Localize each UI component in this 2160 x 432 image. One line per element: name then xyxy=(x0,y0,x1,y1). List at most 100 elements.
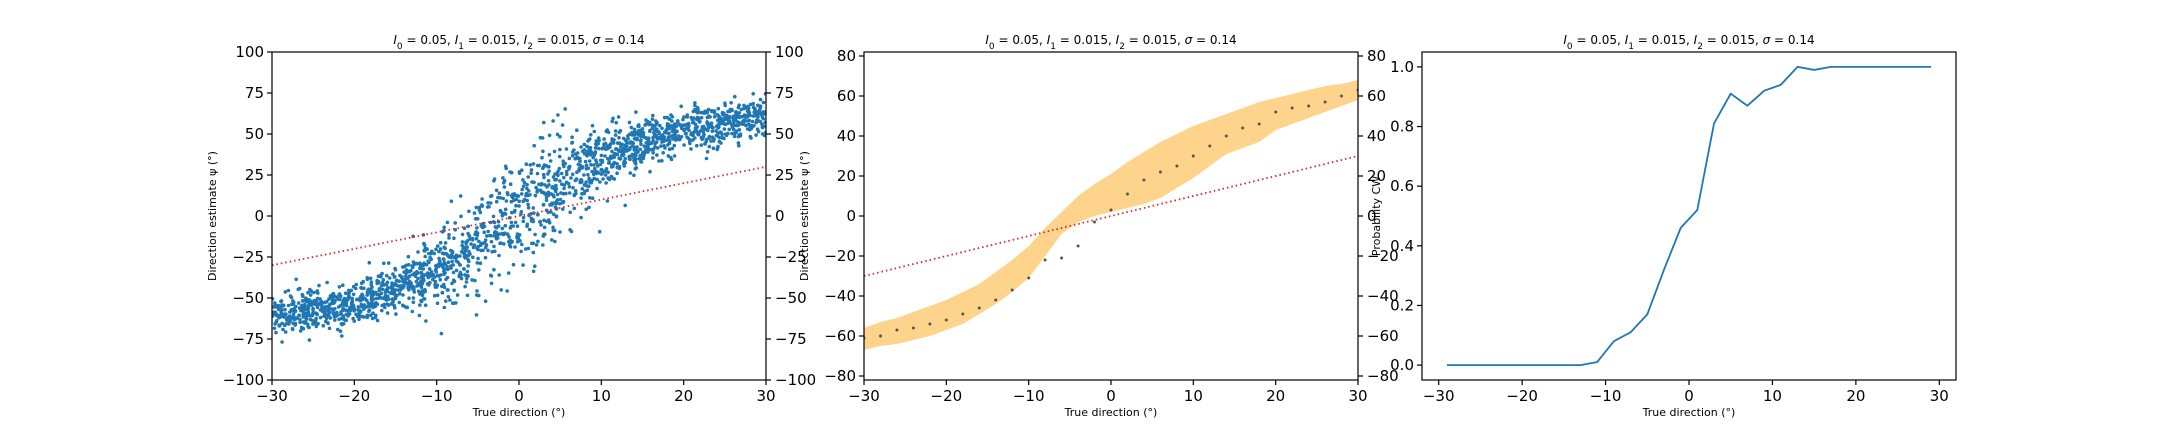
scatter-point xyxy=(486,229,491,234)
scatter-point xyxy=(610,119,614,124)
scatter-point xyxy=(558,197,563,202)
y-axis-label: Direction estimate ψ (°) xyxy=(206,151,219,281)
scatter-point xyxy=(399,285,404,290)
scatter-point xyxy=(311,312,315,316)
scatter-point xyxy=(705,115,710,120)
y-tick-label: 1.0 xyxy=(1390,58,1414,76)
scatter-point xyxy=(570,135,574,139)
scatter-point xyxy=(305,322,310,327)
scatter-point xyxy=(723,122,728,127)
scatter-point xyxy=(639,142,643,147)
scatter-point xyxy=(608,154,613,159)
scatter-point xyxy=(518,239,522,243)
y-tick-label: 50 xyxy=(245,125,264,143)
scatter-point xyxy=(637,156,642,161)
scatter-point xyxy=(699,128,703,132)
scatter-point xyxy=(712,109,717,113)
scatter-point xyxy=(525,198,529,203)
scatter-point xyxy=(736,123,740,128)
scatter-point xyxy=(338,294,343,299)
scatter-point xyxy=(362,315,366,319)
scatter-point xyxy=(672,143,677,148)
scatter-point xyxy=(433,279,438,284)
scatter-point xyxy=(594,160,599,165)
scatter-point xyxy=(592,163,596,167)
scatter-point xyxy=(444,299,448,303)
scatter-point xyxy=(605,146,610,151)
scatter-point xyxy=(460,232,465,237)
scatter-point xyxy=(293,309,298,314)
scatter-point xyxy=(580,187,585,191)
chart-title: I0 = 0.05, I1 = 0.015, I2 = 0.015, σ = 0… xyxy=(985,33,1236,52)
y-right-tick-label: −40 xyxy=(1367,287,1399,305)
scatter-point xyxy=(597,146,601,151)
scatter-point xyxy=(723,101,727,105)
scatter-point xyxy=(587,196,592,200)
mean-point xyxy=(1175,164,1179,168)
scatter-point xyxy=(683,127,687,132)
scatter-point xyxy=(429,270,434,274)
scatter-point xyxy=(662,115,667,120)
scatter-point xyxy=(437,256,441,261)
scatter-point xyxy=(487,205,491,209)
scatter-point xyxy=(582,142,587,147)
scatter-point xyxy=(587,184,591,189)
scatter-point xyxy=(529,171,533,176)
scatter-point xyxy=(450,251,455,255)
scatter-point xyxy=(559,171,564,176)
scatter-point xyxy=(745,127,750,131)
scatter-point xyxy=(670,115,675,119)
scatter-point xyxy=(440,291,445,295)
scatter-point xyxy=(460,243,465,248)
scatter-point xyxy=(492,267,496,272)
scatter-point xyxy=(296,287,301,292)
scatter-point xyxy=(380,308,384,313)
scatter-point xyxy=(648,169,652,174)
scatter-point xyxy=(474,313,479,317)
scatter-point xyxy=(557,166,562,171)
scatter-point xyxy=(442,267,447,271)
scatter-point xyxy=(716,118,720,123)
scatter-point xyxy=(457,273,462,277)
scatter-point xyxy=(633,160,637,165)
mean-point xyxy=(911,326,915,330)
scatter-point xyxy=(421,291,425,295)
scatter-point xyxy=(748,125,753,129)
scatter-point xyxy=(586,166,591,171)
scatter-point xyxy=(497,253,501,258)
scatter-point xyxy=(717,135,722,140)
scatter-point xyxy=(701,111,706,115)
scatter-point xyxy=(609,165,614,169)
scatter-point xyxy=(587,137,591,142)
scatter-point xyxy=(571,185,575,190)
scatter-point xyxy=(477,268,481,272)
scatter-point xyxy=(395,293,399,298)
mean-point xyxy=(1060,256,1064,260)
scatter-point xyxy=(638,147,642,152)
scatter-point xyxy=(407,296,411,301)
scatter-point xyxy=(723,115,727,119)
scatter-point xyxy=(297,313,301,318)
scatter-point xyxy=(459,214,463,219)
x-tick-label: −30 xyxy=(848,387,880,405)
scatter-point xyxy=(469,242,473,246)
y-right-tick-label: 50 xyxy=(775,125,794,143)
confidence-band xyxy=(864,80,1358,350)
scatter-point xyxy=(716,131,720,135)
scatter-point xyxy=(542,225,547,230)
x-tick-label: 0 xyxy=(514,387,524,405)
y-axis-label: Probability CW xyxy=(1370,176,1383,256)
scatter-point xyxy=(670,146,675,151)
scatter-point xyxy=(672,122,677,126)
scatter-point xyxy=(638,153,642,158)
scatter-point xyxy=(614,120,618,125)
scatter-point xyxy=(481,248,485,253)
scatter-point xyxy=(434,270,439,274)
scatter-point xyxy=(448,298,452,302)
scatter-point xyxy=(463,273,467,277)
scatter-point xyxy=(570,150,575,154)
mean-point xyxy=(1307,104,1311,108)
scatter-point xyxy=(634,110,638,114)
scatter-point xyxy=(446,253,450,258)
scatter-point xyxy=(470,278,474,282)
